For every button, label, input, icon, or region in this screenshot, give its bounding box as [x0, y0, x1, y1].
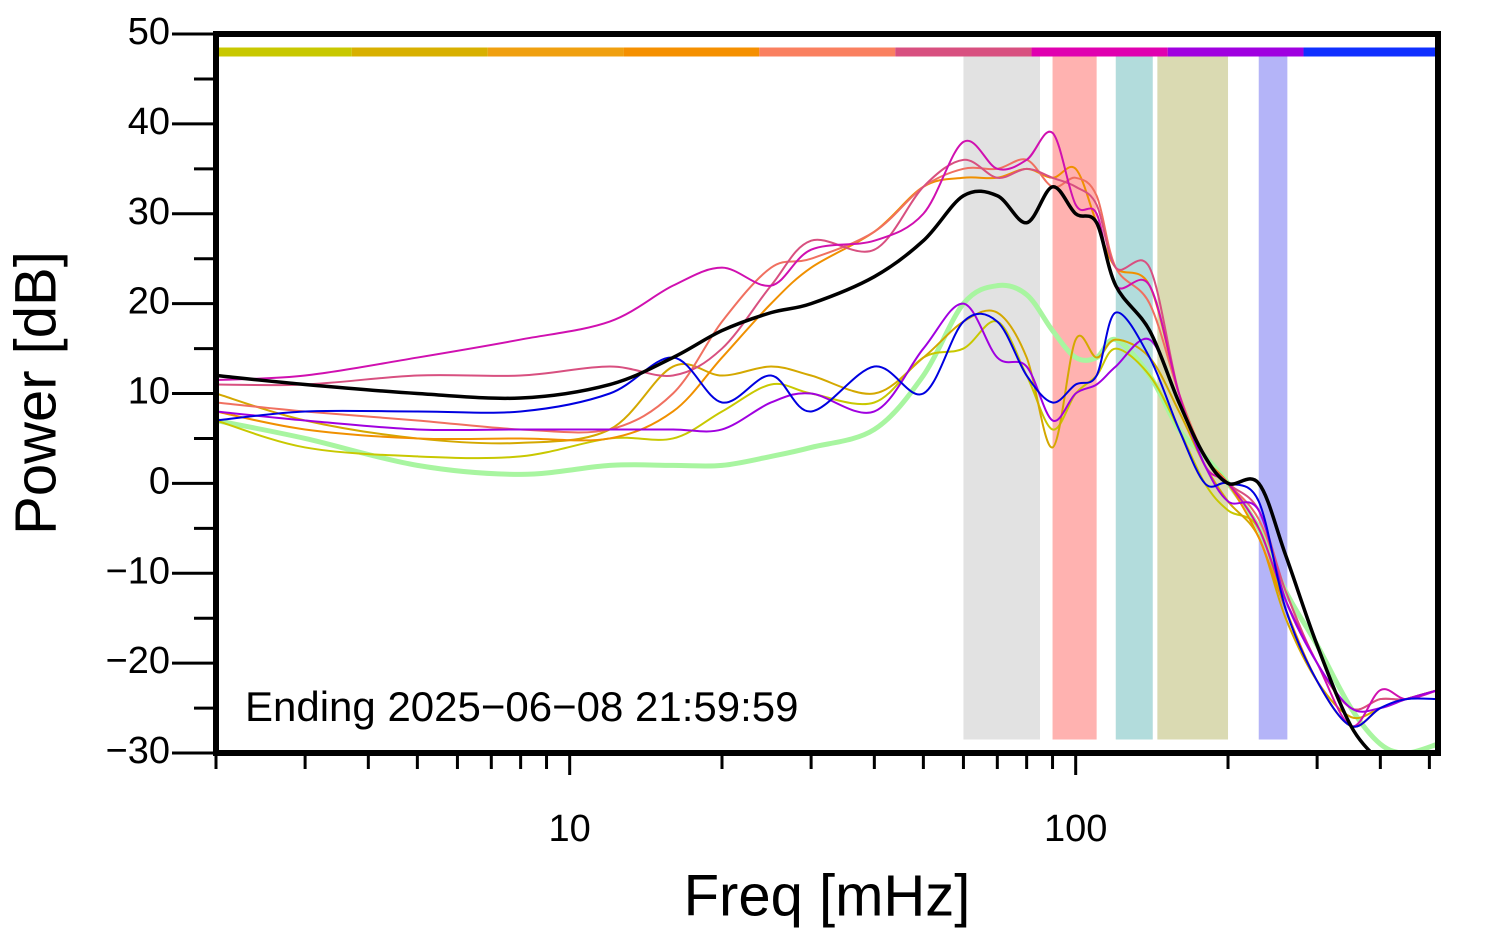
y-tick-label: 50 — [128, 11, 170, 53]
y-tick-label: 20 — [128, 281, 170, 323]
series-line — [216, 302, 1438, 713]
y-tick-label: 0 — [149, 460, 170, 502]
y-tick-label: 40 — [128, 101, 170, 143]
series-line — [216, 185, 1375, 753]
series-line — [216, 311, 1438, 728]
y-tick-label: −10 — [106, 550, 170, 592]
series-line — [216, 166, 1438, 728]
series-line — [216, 158, 1438, 711]
x-tick-label: 10 — [549, 808, 591, 850]
annotation: Ending 2025−06−08 21:59:59 — [245, 683, 799, 730]
y-tick-label: 30 — [128, 191, 170, 233]
band — [963, 53, 1040, 740]
x-axis-title: Freq [mHz] — [684, 863, 971, 928]
y-tick-label: 10 — [128, 371, 170, 413]
y-axis-title: Power [dB] — [3, 251, 68, 535]
plot-area — [216, 47, 1438, 753]
y-tick-label: −20 — [106, 640, 170, 682]
y-tick-label: −30 — [106, 730, 170, 772]
x-tick-label: 100 — [1044, 808, 1107, 850]
band — [1115, 53, 1153, 740]
band — [1157, 53, 1229, 740]
band — [1258, 53, 1288, 740]
